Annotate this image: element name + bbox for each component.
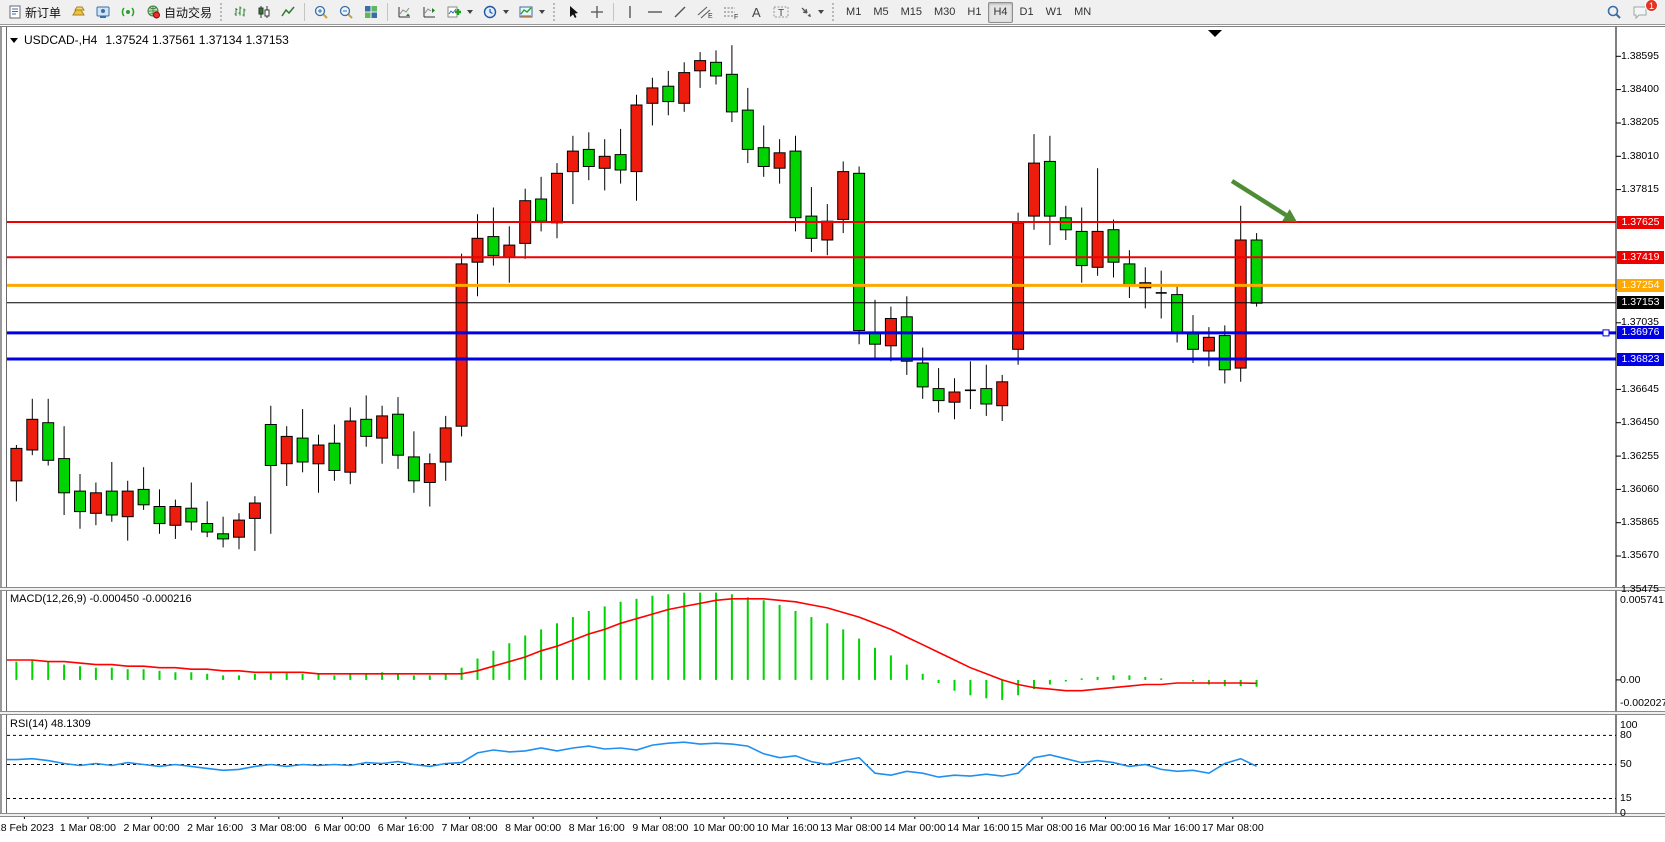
bar-chart-mode-button[interactable] bbox=[229, 2, 251, 23]
bar-chart-icon bbox=[234, 6, 246, 17]
vertical-line-tool-button[interactable] bbox=[619, 2, 641, 23]
crosshair-icon bbox=[591, 6, 604, 18]
main-toolbar: 新订单 自动交易 bbox=[0, 0, 1665, 25]
templates-button[interactable] bbox=[515, 2, 549, 23]
signals-button[interactable] bbox=[117, 2, 140, 23]
periods-button[interactable] bbox=[479, 2, 513, 23]
zoom-in-button[interactable] bbox=[310, 2, 333, 23]
svg-text:E: E bbox=[708, 13, 713, 19]
zoom-out-button[interactable] bbox=[335, 2, 358, 23]
new-order-button[interactable]: 新订单 bbox=[4, 2, 65, 23]
chart-window[interactable]: USDCAD-,H4 1.37524 1.37561 1.37134 1.371… bbox=[0, 26, 1665, 842]
search-button[interactable] bbox=[1602, 2, 1626, 23]
market-watch-button[interactable] bbox=[67, 2, 90, 23]
timeframe-m5-button[interactable]: M5 bbox=[873, 6, 889, 18]
arrows-caret-icon bbox=[818, 10, 825, 14]
crosshair-tool-button[interactable] bbox=[586, 2, 608, 23]
notifications-button[interactable]: 1 bbox=[1628, 0, 1658, 23]
toolbar-grip bbox=[832, 3, 837, 21]
autotrading-globe-icon bbox=[147, 5, 161, 19]
auto-scroll-icon bbox=[398, 7, 411, 18]
timeframe-h4-button[interactable]: H4 bbox=[988, 1, 1013, 23]
autotrading-label: 自动交易 bbox=[164, 5, 213, 20]
panel-separator[interactable] bbox=[0, 711, 1665, 715]
channel-tool-button[interactable]: E bbox=[693, 2, 717, 23]
autotrading-button[interactable]: 自动交易 bbox=[142, 2, 216, 23]
equidistant-channel-icon: E bbox=[697, 6, 713, 19]
terminal-icon bbox=[96, 6, 110, 18]
candlestick-icon bbox=[258, 6, 270, 18]
toolbar-grip bbox=[553, 3, 558, 21]
auto-scroll-button[interactable] bbox=[393, 2, 416, 23]
panel-separator[interactable] bbox=[0, 587, 1665, 591]
svg-text:T: T bbox=[778, 8, 784, 19]
macd-indicator-label: MACD(12,26,9) -0.000450 -0.000216 bbox=[10, 593, 192, 605]
toolbar-separator bbox=[613, 3, 615, 21]
candlestick-mode-button[interactable] bbox=[253, 2, 275, 23]
chart-ohlc-values: 1.37524 1.37561 1.37134 1.37153 bbox=[105, 33, 289, 47]
timeframe-m15-button[interactable]: M15 bbox=[900, 6, 922, 18]
trendline-icon bbox=[674, 6, 686, 18]
terminal-button[interactable] bbox=[92, 2, 115, 23]
line-chart-icon bbox=[281, 6, 295, 17]
notification-badge: 1 bbox=[1645, 0, 1658, 12]
gold-icon bbox=[72, 6, 85, 15]
rsi-indicator-label: RSI(14) 48.1309 bbox=[10, 718, 91, 730]
fibonacci-icon: F bbox=[724, 7, 738, 19]
fibonacci-tool-button[interactable]: F bbox=[719, 2, 743, 23]
indicators-caret-icon bbox=[467, 10, 474, 14]
arrows-tool-icon bbox=[801, 7, 812, 17]
cursor-tool-button[interactable] bbox=[562, 2, 584, 23]
horizontal-line-tool-button[interactable] bbox=[643, 2, 667, 23]
text-label-tool-button[interactable]: T bbox=[769, 2, 793, 23]
indicators-button[interactable] bbox=[443, 2, 477, 23]
trendline-tool-button[interactable] bbox=[669, 2, 691, 23]
chart-shift-button[interactable] bbox=[418, 2, 441, 23]
periods-caret-icon bbox=[503, 10, 510, 14]
timeframe-m1-button[interactable]: M1 bbox=[846, 6, 862, 18]
timeframe-m30-button[interactable]: M30 bbox=[934, 6, 956, 18]
zoom-out-icon bbox=[339, 5, 353, 19]
chart-shift-icon bbox=[423, 7, 436, 18]
arrows-tool-button[interactable] bbox=[795, 2, 828, 23]
svg-text:F: F bbox=[734, 14, 738, 19]
tile-windows-button[interactable] bbox=[360, 2, 382, 23]
timeframe-mn-button[interactable]: MN bbox=[1074, 6, 1092, 18]
search-icon bbox=[1607, 5, 1621, 19]
text-tool-button[interactable]: A bbox=[745, 2, 767, 23]
timeframe-w1-button[interactable]: W1 bbox=[1045, 6, 1063, 18]
window-left-border bbox=[0, 27, 7, 814]
horizontal-line-icon bbox=[648, 11, 663, 13]
signal-icon bbox=[121, 7, 135, 17]
panel-separator bbox=[0, 813, 1665, 817]
svg-text:A: A bbox=[752, 5, 761, 19]
text-tool-icon: A bbox=[752, 5, 761, 19]
templates-icon bbox=[519, 6, 533, 18]
timeframe-d1-button[interactable]: D1 bbox=[1019, 6, 1034, 18]
clock-icon bbox=[483, 5, 497, 18]
chart-title: USDCAD-,H4 1.37524 1.37561 1.37134 1.371… bbox=[10, 33, 289, 47]
new-order-icon bbox=[9, 5, 21, 19]
vertical-line-icon bbox=[629, 6, 631, 18]
chart-menu-dropdown-icon[interactable] bbox=[10, 37, 18, 43]
templates-caret-icon bbox=[539, 10, 546, 14]
text-label-icon: T bbox=[773, 6, 789, 19]
line-chart-mode-button[interactable] bbox=[277, 2, 299, 23]
tile-windows-icon bbox=[365, 6, 378, 18]
zoom-in-icon bbox=[314, 5, 328, 19]
indicators-icon bbox=[447, 6, 462, 18]
chart-symbol-period: USDCAD-,H4 bbox=[24, 33, 98, 47]
timeframe-h1-button[interactable]: H1 bbox=[967, 6, 982, 18]
new-order-label: 新订单 bbox=[25, 5, 62, 20]
toolbar-grip bbox=[220, 3, 225, 21]
cursor-arrow-icon bbox=[569, 6, 578, 18]
toolbar-separator bbox=[304, 3, 306, 21]
toolbar-separator bbox=[387, 3, 389, 21]
